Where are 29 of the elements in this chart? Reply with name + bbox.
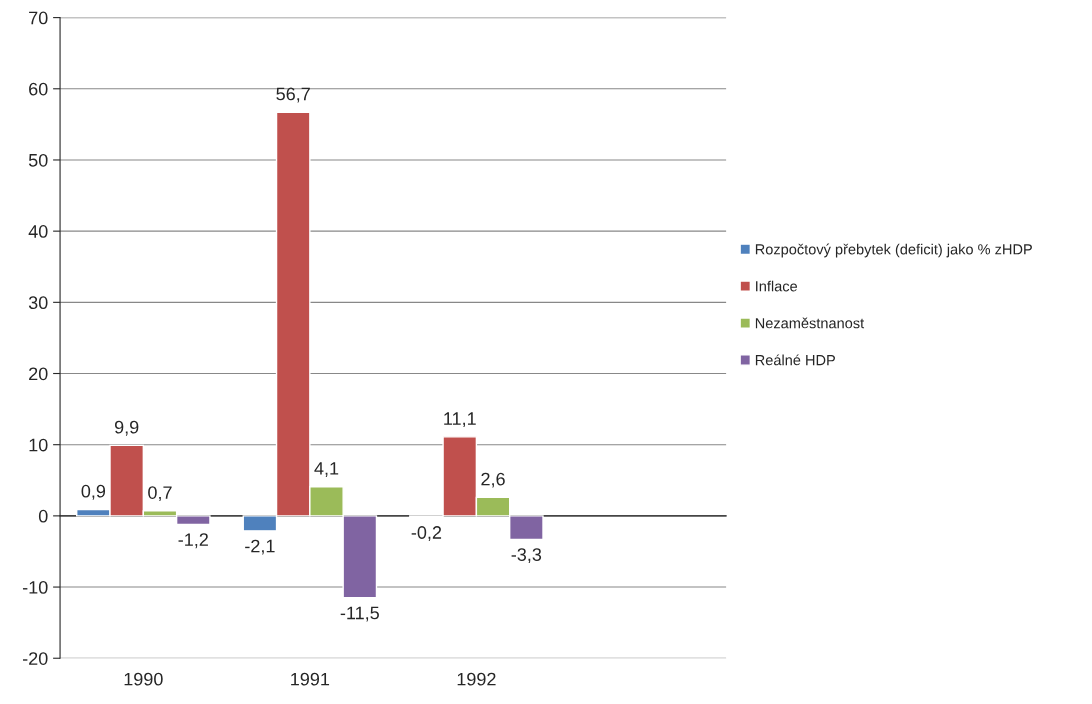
x-tick-label: 1992 [457,672,496,686]
data-label: -0,2 [411,526,442,542]
y-tick-label: 10 [29,438,48,452]
y-tick-label: 60 [29,82,48,96]
data-label: 11,1 [444,412,476,428]
y-tick-label: 30 [28,296,48,310]
data-label: 9,9 [114,420,139,436]
y-tick-label: -10 [22,580,48,594]
data-label: -1,2 [178,533,208,549]
legend-label: Inflace [756,280,798,292]
legend-label: Nezaměstnanost [755,317,865,329]
legend-label: Rozpočtový přebytek (deficit) jako % zHDP [755,243,1032,258]
data-label: -11,5 [340,606,379,622]
x-tick-label: 1990 [124,672,163,686]
x-tick-label: 1991 [291,672,330,686]
data-label: 0,9 [81,484,106,500]
y-tick-label: 20 [29,367,48,381]
data-label: -3,3 [511,548,542,564]
data-label: -2,1 [245,539,275,555]
y-tick-label: 50 [28,153,48,167]
y-tick-label: -20 [22,652,48,665]
y-tick-label: 0 [38,509,48,523]
data-label: 0,7 [148,486,172,502]
data-label: 2,6 [481,472,505,488]
legend-label: Reálné HDP [755,354,835,366]
y-tick-label: 70 [29,11,48,25]
data-label: 56,7 [276,87,310,103]
data-label: 4,1 [314,462,339,477]
y-tick-label: 40 [28,225,48,238]
